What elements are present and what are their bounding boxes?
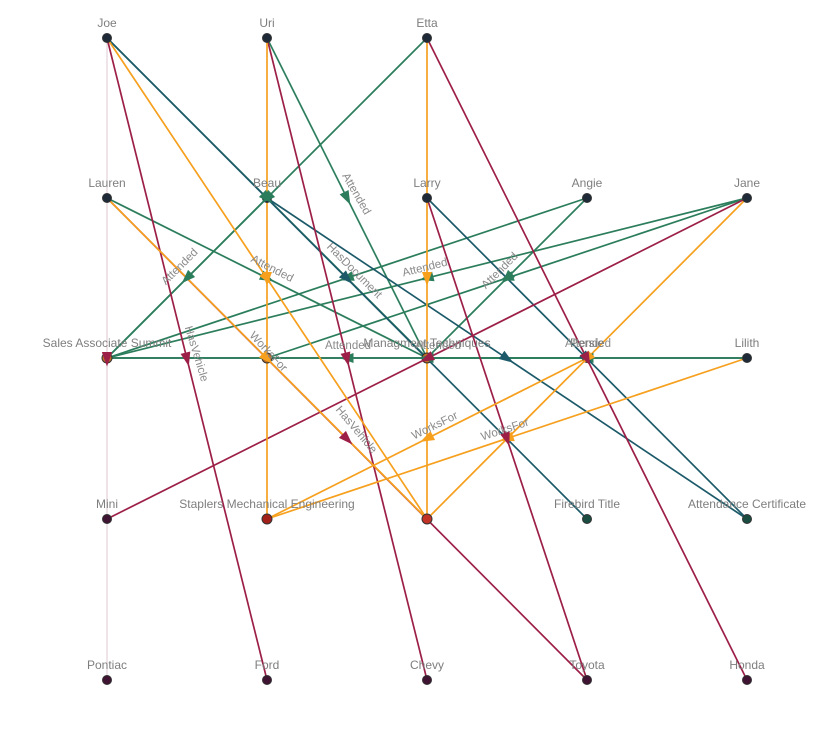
node-chevy <box>422 675 432 685</box>
arrowhead-hasvehicle-lauren-toyota <box>338 430 353 445</box>
node-label-jane: Jane <box>734 176 760 190</box>
arrowhead-worksfor-uri-staplers <box>262 272 272 286</box>
node-label-larry: Larry <box>413 176 440 190</box>
node-pontiac <box>102 675 112 685</box>
node-angie <box>582 193 592 203</box>
node-larry <box>422 193 432 203</box>
arrowhead-worksfor-lauren-c2 <box>258 350 273 364</box>
node-jane <box>742 193 752 203</box>
arrowhead-hasvehicle-larry-toyota <box>500 431 510 447</box>
node-label-toyota: Toyota <box>569 658 605 672</box>
node-label-ford: Ford <box>255 658 280 672</box>
node-label-persie: Persie <box>570 336 604 350</box>
node-label-firebird: Firebird Title <box>554 497 620 511</box>
node-ford <box>262 675 272 685</box>
node-label-mini: Mini <box>96 497 118 511</box>
node-label-lilith: Lilith <box>735 336 760 350</box>
arrowhead-hasdocument-joe-firebird <box>338 270 353 284</box>
node-lauren <box>102 193 112 203</box>
edge-label-persie-sas: Attended <box>325 340 371 352</box>
node-honda <box>742 675 752 685</box>
node-staplers <box>261 513 273 525</box>
node-label-uri: Uri <box>259 16 274 30</box>
node-uri <box>262 33 272 43</box>
node-cert <box>742 514 752 524</box>
node-label-sas: Sales Associate Summit <box>43 336 172 350</box>
node-label-etta: Etta <box>416 16 438 30</box>
node-label-honda: Honda <box>729 658 765 672</box>
node-label-pontiac: Pontiac <box>87 658 127 672</box>
arrowhead-hasvehicle-lauren-mini <box>102 352 112 366</box>
node-joe <box>102 33 112 43</box>
node-label-mt: Managment Techniques <box>363 336 490 350</box>
node-mini <box>102 514 112 524</box>
node-label-staplers: Staplers Mechanical Engineering <box>179 497 354 511</box>
arrowhead-worksfor-persie-staplers <box>420 431 436 442</box>
node-etta <box>422 33 432 43</box>
node-firebird <box>582 514 592 524</box>
node-lilith <box>742 353 752 363</box>
arrowhead-attended-beau-sas <box>181 269 196 284</box>
node-label-beau: Beau <box>253 176 281 190</box>
node-label-joe: Joe <box>97 16 117 30</box>
arrowhead-hasvehicle-etta-honda <box>579 350 591 366</box>
arrowhead-hasdocument-beau-cert <box>498 350 514 363</box>
node-label-lauren: Lauren <box>88 176 125 190</box>
arrowhead-attended-etta-sas <box>261 189 276 204</box>
arrowhead-hasvehicle-uri-chevy <box>340 351 351 367</box>
arrowhead-attended-uri-mt <box>339 189 351 205</box>
arrowhead-hasvehicle-joe-ford <box>180 351 191 367</box>
layer-arrows <box>102 189 596 447</box>
node-label-angie: Angie <box>572 176 603 190</box>
node-c2 <box>421 513 433 525</box>
node-toyota <box>582 675 592 685</box>
node-label-chevy: Chevy <box>410 658 444 672</box>
arrowhead-attended-jane-e3 <box>499 271 515 281</box>
edge-label-beau-sas: Attended <box>159 246 200 287</box>
node-label-cert: Attendance Certificate <box>688 497 806 511</box>
layer-nlabels: Joe Uri Etta Lauren Beau Larry Angie Jane Sales … <box>43 16 807 672</box>
edge-label-lilith-sas: Attended <box>415 340 461 352</box>
edge-label-lilith-mt: Attended <box>565 338 611 350</box>
arrowhead-worksfor-etta-c2 <box>422 272 432 286</box>
arrowhead-hasvehicle-jane-mini <box>420 351 436 362</box>
